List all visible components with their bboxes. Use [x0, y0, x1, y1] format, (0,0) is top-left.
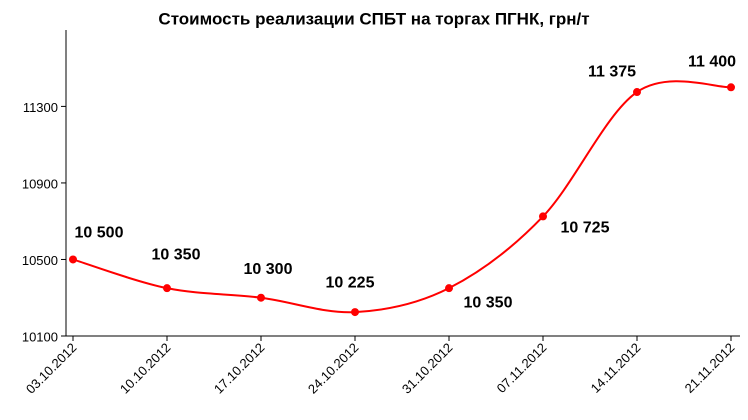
value-label: 10 725	[561, 220, 610, 237]
value-label: 10 225	[326, 274, 375, 291]
point	[69, 255, 77, 264]
value-label: 10 300	[244, 261, 293, 278]
chart-title: Стоимость реализации СПБТ на торгах ПГНК…	[158, 9, 589, 28]
value-label: 11 400	[688, 53, 736, 70]
x-tick-label: 14.11.2012	[588, 340, 644, 396]
point	[445, 284, 453, 293]
point	[351, 308, 359, 317]
x-tick-label: 17.10.2012	[211, 340, 268, 397]
y-tick-label: 10500	[22, 253, 58, 268]
x-tick-label: 07.11.2012	[494, 340, 550, 396]
point	[539, 212, 547, 221]
y-tick-label: 10900	[22, 176, 58, 191]
point	[727, 83, 735, 92]
x-tick-label: 21.11.2012	[682, 340, 738, 396]
value-label: 10 350	[152, 246, 201, 263]
x-tick-label: 24.10.2012	[305, 340, 362, 397]
y-tick-label: 11300	[23, 100, 58, 115]
point	[257, 293, 265, 302]
y-tick-label: 10100	[22, 329, 58, 344]
x-tick-label: 03.10.2012	[23, 340, 80, 397]
x-tick-label: 10.10.2012	[117, 340, 174, 397]
line	[72, 80, 732, 314]
value-label: 10 350	[464, 294, 513, 311]
value-label: 10 500	[75, 225, 124, 242]
x-tick-label: 31.10.2012	[399, 340, 456, 397]
point	[163, 284, 171, 293]
value-label: 11 375	[588, 63, 636, 80]
point	[633, 88, 641, 97]
